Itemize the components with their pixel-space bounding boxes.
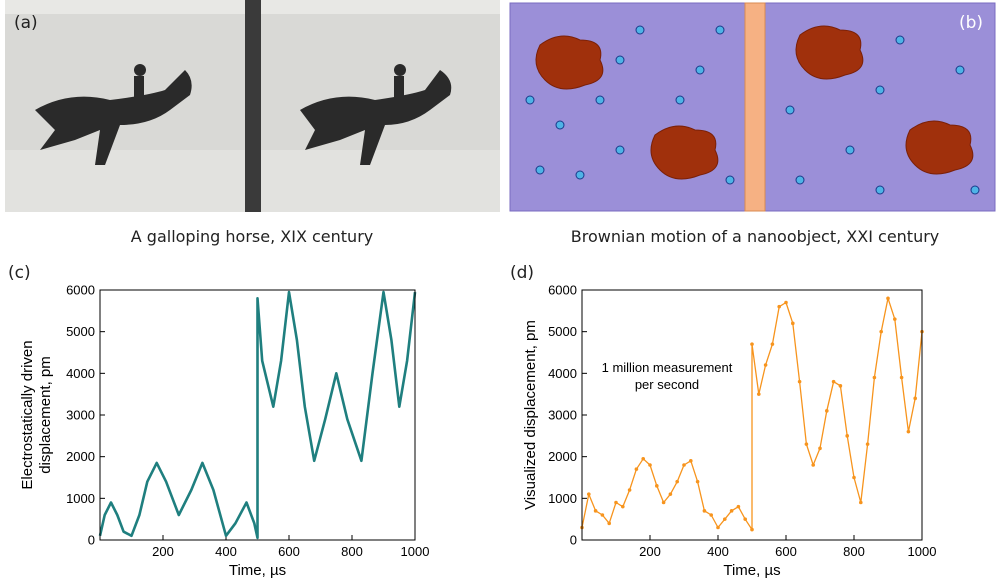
data-point	[825, 409, 829, 413]
data-point	[750, 342, 754, 346]
caption: Brownian motion of a nanoobject, XXI cen…	[571, 227, 940, 246]
data-point	[648, 463, 652, 467]
y-tick-label: 5000	[66, 324, 95, 339]
data-point	[593, 509, 598, 513]
data-point	[777, 304, 781, 309]
data-point	[634, 467, 639, 471]
caption: A galloping horse, XIX century	[131, 227, 373, 246]
x-tick-label: 400	[215, 544, 237, 559]
data-point	[893, 317, 897, 321]
data-point	[641, 456, 645, 461]
data-point	[709, 513, 713, 517]
data-point	[791, 321, 795, 326]
data-point	[627, 488, 632, 492]
y-axis-label: Electrostatically driven	[19, 340, 36, 489]
panel-label: (d)	[510, 263, 534, 283]
y-tick-label: 0	[570, 533, 577, 548]
horse-photo: (a)	[5, 0, 500, 212]
x-tick-label: 800	[843, 544, 865, 559]
x-tick-label: 1000	[401, 544, 430, 559]
annotation: per second	[635, 377, 699, 392]
data-point	[655, 484, 659, 488]
data-point	[661, 500, 666, 505]
data-point	[682, 463, 686, 467]
y-tick-label: 4000	[66, 366, 95, 381]
y-tick-label: 3000	[548, 408, 577, 423]
data-point	[587, 492, 591, 496]
x-axis-label: Time, µs	[229, 562, 286, 579]
y-tick-label: 1000	[548, 491, 577, 506]
brownian-illustration: (b)	[509, 2, 996, 212]
y-tick-label: 5000	[548, 324, 577, 339]
y-tick-label: 2000	[548, 449, 577, 464]
data-point	[750, 527, 754, 532]
data-point	[872, 375, 877, 380]
data-point	[621, 504, 625, 509]
data-point	[763, 363, 768, 367]
data-point	[716, 525, 720, 530]
data-point	[811, 463, 815, 467]
y-tick-label: 6000	[66, 283, 95, 298]
y-tick-label: 2000	[66, 449, 95, 464]
data-point	[607, 521, 611, 526]
y-axis-label: displacement, pm	[37, 356, 54, 474]
x-tick-label: 800	[341, 544, 363, 559]
x-tick-label: 400	[707, 544, 729, 559]
data-point	[845, 434, 849, 438]
x-tick-label: 600	[775, 544, 797, 559]
data-point	[852, 475, 856, 480]
data-point	[859, 500, 863, 505]
annotation: 1 million measurement	[602, 360, 733, 375]
data-point	[906, 429, 911, 434]
y-tick-label: 0	[88, 533, 95, 548]
y-axis-label: Visualized displacement, pm	[522, 320, 539, 510]
x-axis-label: Time, µs	[723, 562, 780, 579]
x-tick-label: 600	[278, 544, 300, 559]
data-point	[689, 459, 693, 463]
x-tick-label: 200	[152, 544, 174, 559]
data-point	[695, 479, 700, 484]
data-line	[98, 290, 417, 540]
data-point	[702, 509, 707, 513]
panel-label: (c)	[8, 263, 31, 283]
data-point	[784, 300, 788, 305]
y-tick-label: 6000	[548, 283, 577, 298]
plot-frame	[99, 289, 416, 541]
data-point	[879, 329, 883, 334]
data-point	[818, 446, 822, 451]
data-point	[865, 442, 870, 446]
data-point	[729, 509, 734, 513]
data-point	[899, 375, 904, 380]
data-point	[736, 504, 741, 509]
data-point	[797, 379, 802, 384]
data-point	[838, 384, 843, 388]
plot-frame	[581, 289, 923, 541]
data-point	[886, 296, 890, 301]
y-tick-label: 4000	[548, 366, 577, 381]
data-point	[770, 342, 775, 346]
x-tick-label: 1000	[908, 544, 937, 559]
data-point	[743, 517, 747, 521]
data-point	[668, 492, 673, 496]
data-point	[804, 442, 809, 446]
y-tick-label: 3000	[66, 408, 95, 423]
data-point	[913, 396, 917, 401]
data-line	[581, 297, 923, 531]
x-tick-label: 200	[639, 544, 661, 559]
data-point	[831, 379, 836, 384]
data-point	[723, 517, 727, 521]
panel-label: (b)	[959, 13, 983, 33]
panel-label: (a)	[14, 13, 38, 33]
data-point	[675, 479, 679, 484]
data-point	[614, 500, 618, 505]
y-tick-label: 1000	[66, 491, 95, 506]
data-point	[757, 392, 761, 396]
data-point	[600, 513, 605, 517]
